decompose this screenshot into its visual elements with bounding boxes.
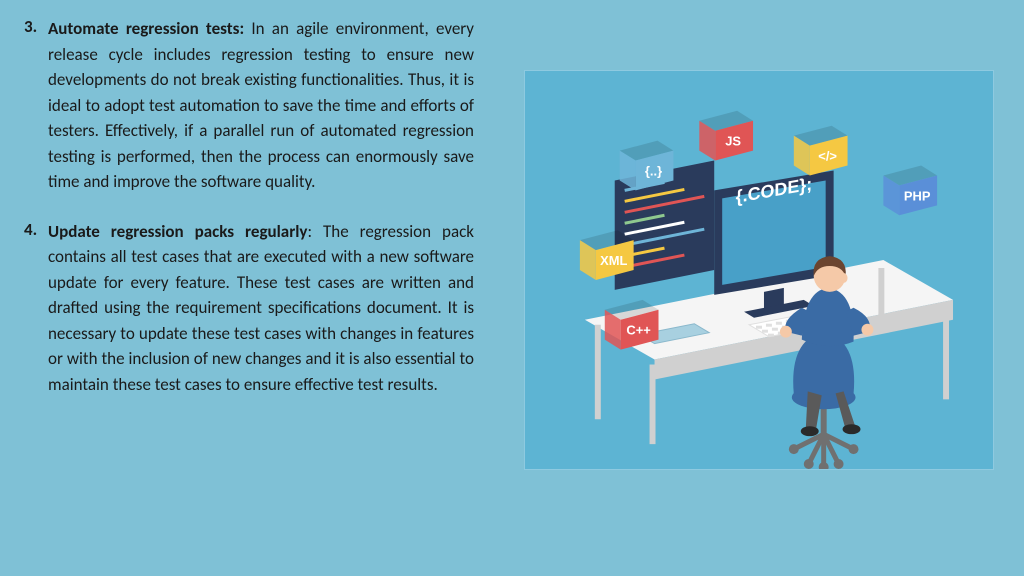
svg-text:PHP: PHP — [904, 188, 931, 203]
item-title: Update regression packs regularly — [48, 221, 307, 242]
svg-text:{..}: {..} — [645, 163, 662, 178]
item-number: 4. — [24, 219, 48, 398]
svg-text:C++: C++ — [626, 323, 651, 338]
text-content: 3. Automate regression tests: In an agil… — [24, 16, 474, 421]
item-body: Automate regression tests: In an agile e… — [48, 16, 474, 195]
list-item-4: 4. Update regression packs regularly: Th… — [24, 219, 474, 398]
developer-illustration: {.CODE};{..}JS</>PHPXMLC++ — [524, 70, 994, 470]
item-text: : The regression pack contains all test … — [48, 221, 474, 395]
list-item-3: 3. Automate regression tests: In an agil… — [24, 16, 474, 195]
item-body: Update regression packs regularly: The r… — [48, 219, 474, 398]
item-title: Automate regression tests: — [48, 18, 244, 39]
item-text: In an agile environment, every release c… — [48, 18, 474, 192]
svg-text:JS: JS — [725, 134, 741, 149]
svg-text:</>: </> — [818, 149, 837, 164]
item-number: 3. — [24, 16, 48, 195]
svg-text:XML: XML — [600, 253, 627, 268]
